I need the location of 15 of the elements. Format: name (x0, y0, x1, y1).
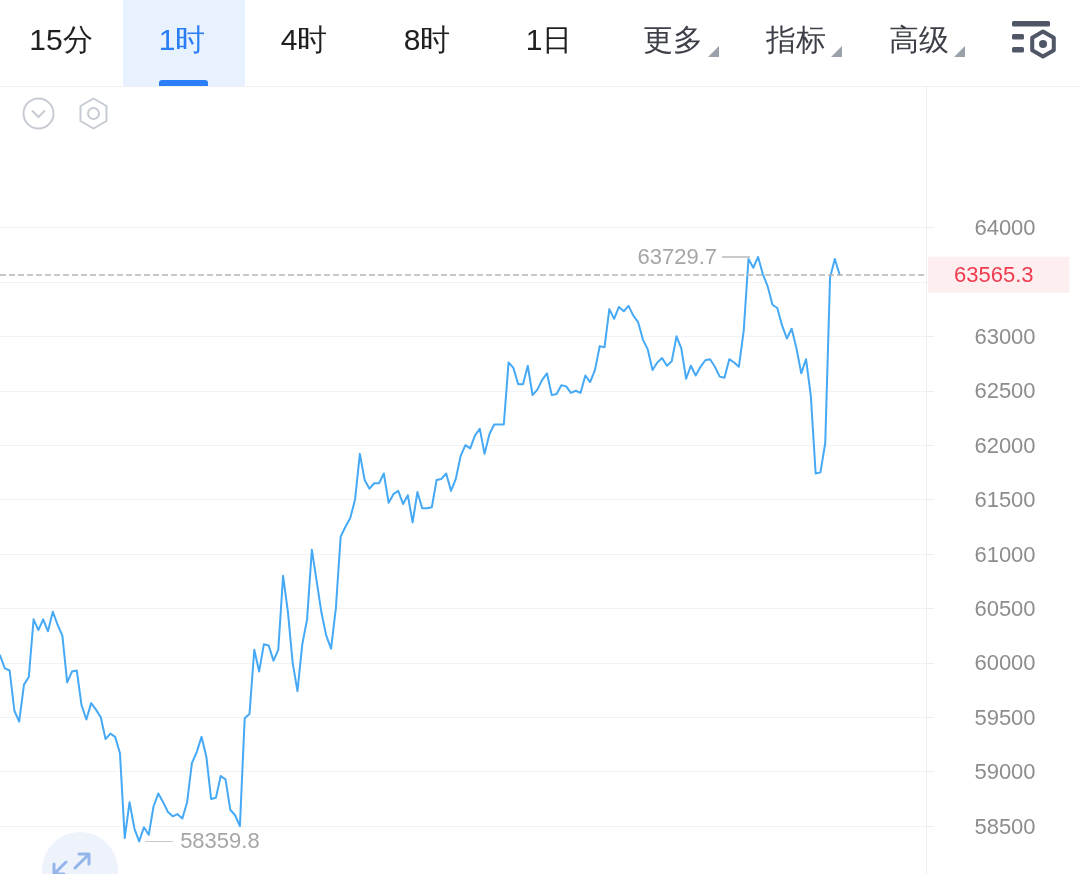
annotation: 58359.8 (180, 828, 260, 855)
y-tick-label: 59500 (974, 704, 1036, 730)
y-tick-label: 61500 (974, 487, 1036, 513)
ref-line-label: 63565.3 (954, 262, 1034, 288)
annotation: 63729.7 (637, 243, 718, 270)
y-tick-label: 60000 (974, 650, 1036, 676)
y-tick-label: 59000 (974, 759, 1036, 785)
y-tick-label: 64000 (974, 214, 1036, 240)
y-tick-label: 62000 (974, 432, 1036, 458)
y-tick-label: 62500 (974, 378, 1036, 404)
y-tick-label: 63000 (974, 323, 1036, 349)
y-tick-label: 61000 (974, 541, 1036, 567)
y-tick-label: 60500 (974, 595, 1036, 621)
y-tick-label: 58500 (974, 813, 1036, 839)
tab-bar: 15分 1时 4时 8时 1日 更多 指标 高级 (0, 0, 1080, 87)
